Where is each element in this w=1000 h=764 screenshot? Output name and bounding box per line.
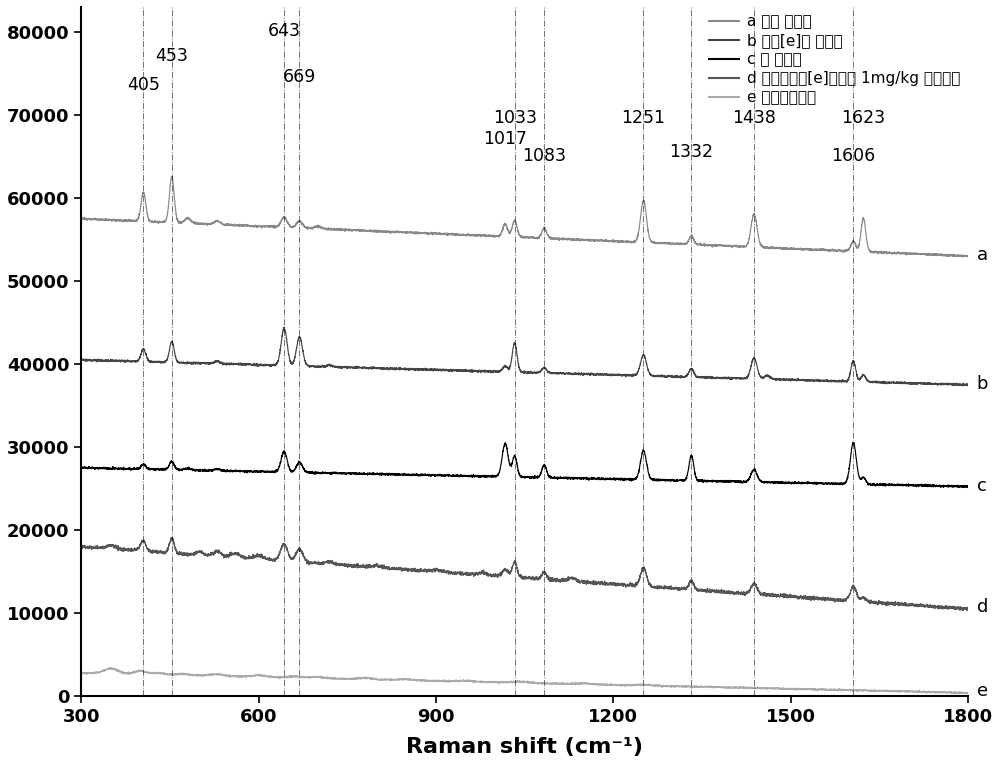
Text: 1033: 1033 (493, 109, 537, 128)
Text: 405: 405 (127, 76, 160, 94)
Text: 453: 453 (155, 47, 188, 65)
Text: c: c (977, 477, 987, 495)
Text: 1623: 1623 (841, 109, 885, 128)
Text: d: d (977, 598, 988, 617)
Text: a: a (977, 246, 988, 264)
X-axis label: Raman shift (cm⁻¹): Raman shift (cm⁻¹) (406, 737, 643, 757)
Text: 1251: 1251 (621, 109, 665, 128)
Text: b: b (977, 375, 988, 393)
Text: 643: 643 (268, 22, 301, 40)
Text: 1017: 1017 (483, 130, 527, 148)
Text: e: e (977, 681, 988, 700)
Text: 1606: 1606 (831, 147, 875, 165)
Text: 669: 669 (283, 68, 316, 86)
Text: 1083: 1083 (522, 147, 566, 165)
Text: 1332: 1332 (669, 143, 713, 160)
Text: 1438: 1438 (732, 109, 776, 128)
Legend: a 茹蒪 标准品, b 苯并[e]茹 标准品, c 菲 标准品, d 茹蒪、苯并[e]茹、菲 1mg/kg 土壤加标, e 土壤样品空白: a 茹蒪 标准品, b 苯并[e]茹 标准品, c 菲 标准品, d 茹蒪、苯并… (709, 15, 960, 105)
